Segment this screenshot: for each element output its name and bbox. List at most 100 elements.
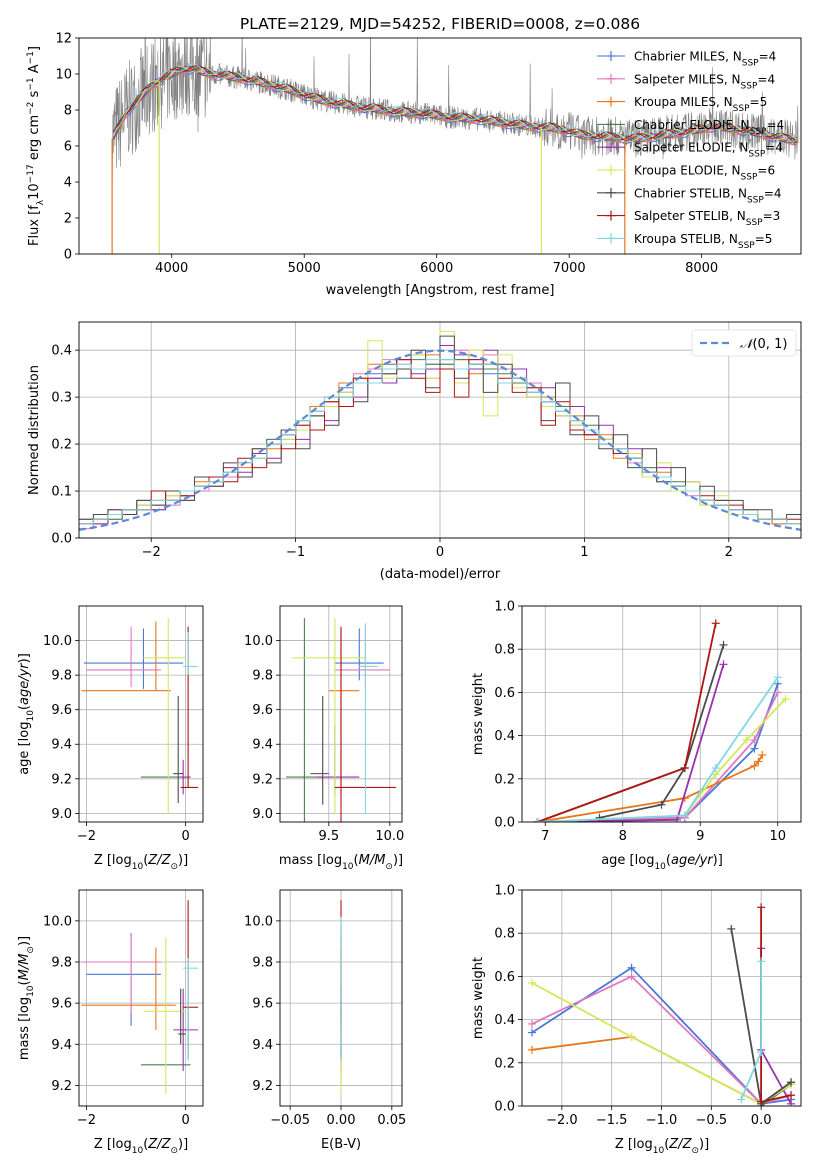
weight-line (599, 644, 725, 819)
y-tick-label: 4 (64, 176, 72, 191)
y-tick-label: 9.4 (51, 738, 72, 753)
label-part: 10 (654, 862, 666, 872)
x-tick-label: 0 (181, 829, 189, 844)
x-tick-label: −1 (286, 545, 305, 560)
x-tick-label: 9 (696, 829, 704, 844)
label-part: Z [log (615, 1137, 653, 1152)
y-tick-label: 0.0 (51, 532, 72, 547)
x-tick-label: 0.05 (377, 1113, 406, 1128)
label-part: Z/Z (668, 1137, 692, 1152)
label-part: age [log (601, 853, 654, 868)
axes-frame (279, 605, 403, 823)
label-part: SSP (748, 150, 765, 160)
label-part: M/M (359, 853, 386, 868)
label-part: Kroupa STELIB, N (634, 232, 738, 246)
x-tick-label: 0.0 (751, 1113, 772, 1128)
label-part: age/yr (17, 662, 32, 705)
age-Z-x-label: Z [log10(Z/Z⊙)] (94, 853, 188, 872)
y-tick-label: 12 (55, 32, 72, 47)
weight-age-x-label: age [log10(age/yr)] (601, 853, 723, 872)
label-part: SSP (747, 195, 764, 205)
x-tick-label: 0 (181, 1113, 189, 1128)
axes-frame (521, 889, 802, 1107)
label-part: M/M (17, 954, 32, 981)
label-part: Z/Z (147, 853, 171, 868)
axes-frame (521, 605, 802, 823)
label-part: 10 (653, 1146, 665, 1156)
y-tick-label: 0.0 (494, 1100, 515, 1115)
label-part: Kroupa ELODIE, N (634, 164, 741, 178)
label-part: 10 (26, 710, 36, 722)
label-part: Z [log (94, 853, 132, 868)
label-part: ⊙ (26, 946, 36, 954)
label-part: ⊙ (170, 862, 178, 872)
model-spectrum (113, 63, 798, 142)
plot-area (79, 330, 801, 531)
y-tick-label: 9.8 (252, 956, 273, 971)
legend-label: Salpeter STELIB, NSSP=3 (634, 209, 780, 228)
residual-histogram-panel: −2 −1 0 1 2 0.0 0.1 0.2 0.3 0.4 (data-model)/error… (27, 321, 802, 582)
y-tick-label: 9.0 (51, 807, 72, 822)
histogram-step (79, 335, 801, 520)
label-part: SSP (750, 127, 767, 137)
label-part: Normed distribution (27, 365, 42, 495)
label-part: ⊙ (170, 1146, 178, 1156)
x-tick-label: −2 (77, 1113, 96, 1128)
y-tick-label: 0.8 (494, 643, 515, 658)
label-part: erg cm (27, 115, 42, 164)
legend-label: Kroupa STELIB, NSSP=5 (634, 232, 772, 251)
label-part: ( (143, 853, 148, 868)
label-part: )] (713, 853, 723, 868)
label-part: mass [log (17, 997, 32, 1060)
label-part: mass weight (471, 673, 486, 755)
label-part: SSP (746, 218, 763, 228)
label-part: ( (17, 980, 32, 985)
weight-line (537, 623, 717, 822)
axes-frame (279, 889, 403, 1107)
label-part: Chabrier MILES, N (634, 50, 742, 64)
label-part: (0, 1) (752, 337, 787, 352)
label-part: ( (354, 853, 359, 868)
label-part: Flux [f (27, 205, 42, 246)
label-part: Salpeter STELIB, N (634, 209, 746, 223)
y-tick-label: 0.2 (494, 772, 515, 787)
y-tick-label: 0.0 (494, 816, 515, 831)
grid (522, 605, 801, 823)
label-part: ( (17, 705, 32, 710)
y-tick-label: 9.8 (51, 669, 72, 684)
x-tick-label: −1.5 (596, 1113, 628, 1128)
spectrum-legend: Chabrier MILES, NSSP=4 Salpeter MILES, NS… (597, 50, 784, 251)
y-tick-label: 0.2 (494, 1056, 515, 1071)
y-tick-label: 9.0 (252, 807, 273, 822)
plot-area (527, 903, 796, 1106)
plot-area (81, 900, 199, 1094)
label-part: −1 (26, 77, 36, 90)
label-part: =3 (763, 209, 781, 223)
label-part: )] (178, 853, 188, 868)
x-tick-label: 2 (725, 545, 733, 560)
x-tick-label: 0 (436, 545, 444, 560)
y-tick-label: 9.6 (51, 997, 72, 1012)
label-part: )] (393, 853, 403, 868)
residual-x-label: (data-model)/error (380, 567, 501, 582)
model-spectrum (112, 67, 798, 147)
label-part: ( (664, 1137, 669, 1152)
legend-label: Chabrier STELIB, NSSP=4 (634, 186, 782, 205)
legend-label: Salpeter MILES, NSSP=4 (634, 72, 775, 91)
legend-label: Salpeter ELODIE, NSSP=4 (634, 141, 783, 160)
weight-line (760, 948, 792, 1105)
weight-Z-x-label: Z [log10(Z/Z⊙)] (615, 1137, 709, 1156)
y-tick-label: 0.4 (494, 729, 515, 744)
label-part: SSP (741, 81, 758, 91)
axes-frame (78, 889, 204, 1107)
label-part: Salpeter ELODIE, N (634, 141, 748, 155)
y-tick-label: 0.2 (51, 438, 72, 453)
y-tick-label: 8 (64, 104, 72, 119)
label-part: =5 (755, 232, 773, 246)
legend-label: Kroupa MILES, NSSP=5 (634, 95, 767, 114)
plot-area (81, 618, 199, 814)
y-tick-label: 10 (55, 68, 72, 83)
x-tick-label: 4000 (155, 261, 188, 276)
model-spectrum (112, 65, 798, 142)
legend-label: Chabrier MILES, NSSP=4 (634, 50, 776, 69)
